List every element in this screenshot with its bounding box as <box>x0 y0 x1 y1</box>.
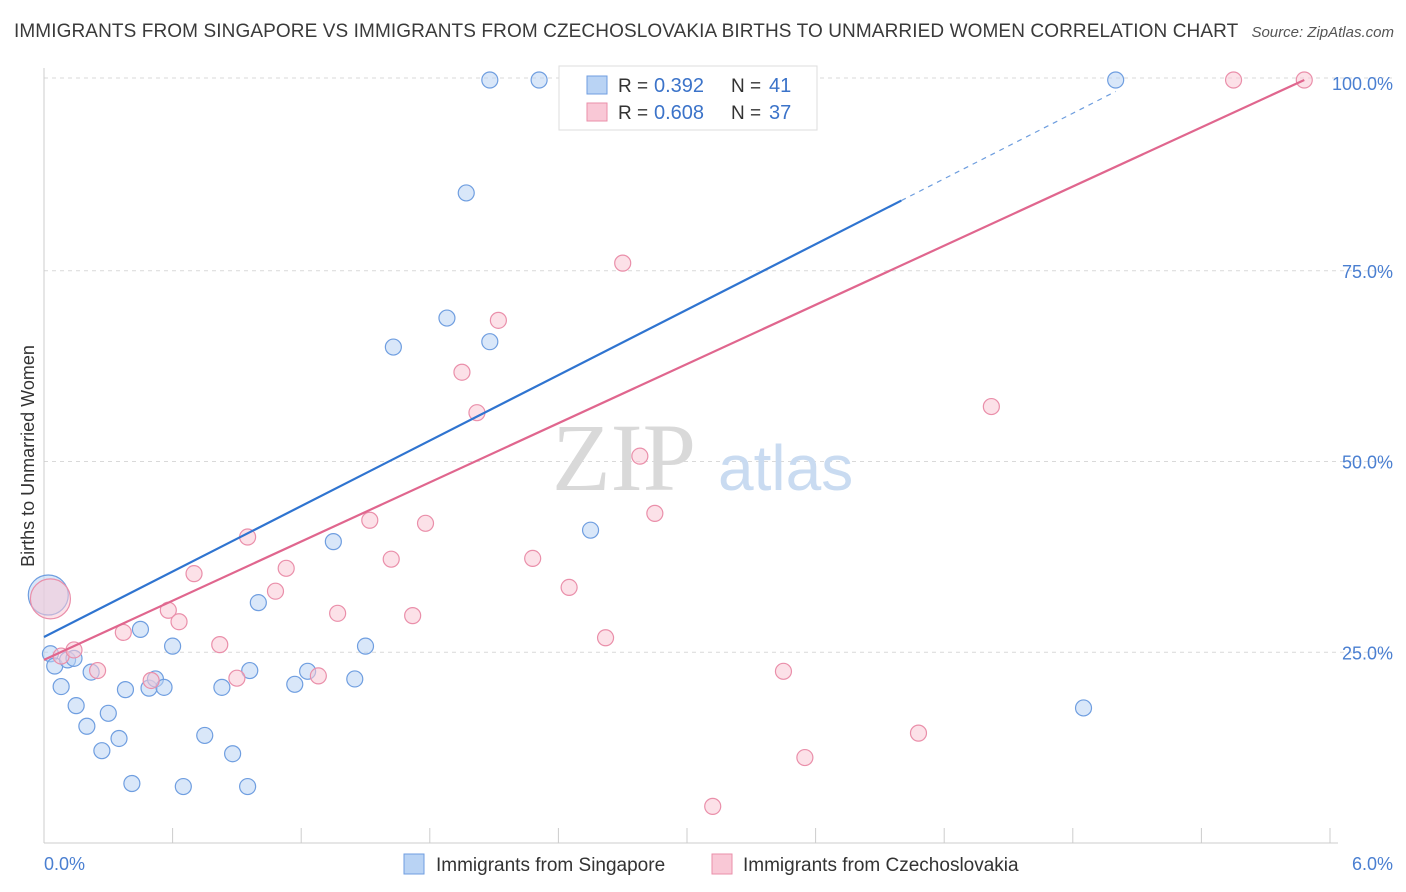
point-czech-19 <box>416 514 435 532</box>
point-czech-14 <box>309 667 327 685</box>
point-singapore-31 <box>384 338 402 356</box>
stats-n-value-singapore: 41 <box>769 75 791 97</box>
gridlines <box>44 77 1392 653</box>
x-ticks <box>43 828 1331 843</box>
point-singapore-32 <box>438 309 456 327</box>
point-singapore-33 <box>481 333 499 351</box>
source-credit: Source: ZipAtlas.com <box>1251 24 1394 41</box>
point-czech-10 <box>228 669 246 687</box>
point-czech-25 <box>596 629 615 647</box>
watermark: ZIP atlas <box>552 404 853 511</box>
point-singapore-14 <box>131 620 150 638</box>
point-singapore-13 <box>123 774 141 793</box>
point-singapore-39 <box>581 521 600 539</box>
point-czech-12 <box>266 582 285 600</box>
point-singapore-6 <box>67 697 85 715</box>
point-singapore-11 <box>110 729 128 748</box>
trend-line-czech <box>43 79 1305 661</box>
watermark-zip: ZIP <box>552 404 696 511</box>
point-singapore-7 <box>78 717 96 735</box>
point-singapore-21 <box>239 777 257 796</box>
stats-n-label-czech: N = <box>731 103 761 124</box>
y-tick-label-25: 25.0% <box>1342 643 1393 663</box>
point-singapore-38 <box>1107 71 1125 89</box>
axes <box>43 68 1338 844</box>
point-singapore-18 <box>174 777 192 796</box>
point-singapore-9 <box>93 742 111 760</box>
point-czech-8 <box>185 565 203 583</box>
point-czech-15 <box>329 604 347 622</box>
point-czech-23 <box>524 549 542 568</box>
stats-r-label-czech: R = <box>618 103 648 124</box>
point-singapore-22 <box>224 745 242 763</box>
data-points <box>27 71 1313 815</box>
point-czech-29 <box>704 797 722 815</box>
point-czech-7 <box>170 613 188 631</box>
point-singapore-30 <box>356 637 375 655</box>
point-czech-32 <box>796 748 814 767</box>
y-tick-labels: 25.0% 50.0% 75.0% 100.0% <box>1332 74 1393 663</box>
stats-n-value-czech: 37 <box>769 102 791 124</box>
point-czech-26 <box>614 254 632 272</box>
point-czech-22 <box>489 311 507 329</box>
point-czech-31 <box>774 662 793 680</box>
point-czech-18 <box>404 607 422 625</box>
trend-line-singapore <box>43 199 902 638</box>
y-axis-label: Births to Unmarried Women <box>18 345 38 567</box>
point-singapore-24 <box>249 594 267 612</box>
point-singapore-12 <box>116 681 135 699</box>
point-singapore-26 <box>286 675 304 693</box>
stats-r-value-czech: 0.608 <box>654 102 704 124</box>
watermark-atlas: atlas <box>718 432 853 504</box>
point-czech-34 <box>982 397 1000 416</box>
point-singapore-28 <box>324 533 342 551</box>
point-czech-9 <box>211 636 229 654</box>
stats-r-label-singapore: R = <box>618 76 648 97</box>
point-czech-27 <box>631 447 649 465</box>
stats-swatch-singapore <box>586 75 608 95</box>
point-singapore-3 <box>52 677 70 696</box>
point-singapore-10 <box>99 704 117 722</box>
point-singapore-34 <box>457 184 475 202</box>
point-singapore-35 <box>481 71 499 89</box>
stats-r-value-singapore: 0.392 <box>654 75 704 97</box>
y-tick-label-100: 100.0% <box>1332 74 1393 94</box>
point-singapore-19 <box>196 726 214 745</box>
legend-label-czech: Immigrants from Czechoslovakia <box>743 855 1019 876</box>
legend-label-singapore: Immigrants from Singapore <box>436 855 665 876</box>
point-czech-5 <box>142 671 160 690</box>
chart-title: IMMIGRANTS FROM SINGAPORE VS IMMIGRANTS … <box>14 21 1239 42</box>
series-legend: Immigrants from Singapore Immigrants fro… <box>403 853 1019 876</box>
stats-swatch-czech <box>586 102 608 122</box>
point-czech-17 <box>382 550 400 568</box>
x-tick-label-min: 0.0% <box>44 854 85 874</box>
point-czech-24 <box>560 578 578 596</box>
point-czech-16 <box>361 511 379 529</box>
point-czech-3 <box>88 661 107 680</box>
point-czech-28 <box>646 504 664 522</box>
point-singapore-23 <box>241 661 259 680</box>
legend-swatch-singapore <box>403 853 425 875</box>
y-tick-label-50: 50.0% <box>1342 453 1393 473</box>
point-czech-33 <box>909 724 928 742</box>
point-singapore-20 <box>213 678 231 696</box>
point-singapore-25 <box>164 637 182 655</box>
y-tick-label-75: 75.0% <box>1342 262 1393 282</box>
point-singapore-36 <box>530 71 548 89</box>
point-czech-0 <box>29 578 72 620</box>
point-singapore-40 <box>1074 699 1093 717</box>
point-czech-35 <box>1224 71 1243 89</box>
trend-lines <box>43 79 1305 661</box>
x-tick-label-max: 6.0% <box>1352 854 1393 874</box>
stats-n-label-singapore: N = <box>731 76 761 97</box>
stats-legend: R = 0.392 N = 41 R = 0.608 N = 37 <box>558 65 818 131</box>
point-singapore-29 <box>346 670 364 688</box>
point-czech-13 <box>277 559 295 577</box>
legend-swatch-czech <box>711 853 733 875</box>
trend-line-singapore-extension <box>901 90 1116 202</box>
point-czech-20 <box>453 363 471 381</box>
